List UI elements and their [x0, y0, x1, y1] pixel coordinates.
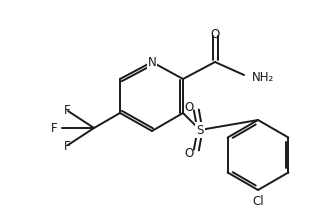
Text: Cl: Cl: [252, 195, 264, 208]
Text: N: N: [148, 56, 156, 68]
Text: NH₂: NH₂: [252, 70, 274, 83]
Text: F: F: [64, 140, 70, 153]
Text: S: S: [196, 124, 204, 136]
Text: O: O: [211, 27, 220, 41]
Text: F: F: [51, 121, 58, 135]
Text: O: O: [184, 146, 194, 160]
Text: O: O: [184, 100, 194, 114]
Text: F: F: [64, 104, 70, 116]
